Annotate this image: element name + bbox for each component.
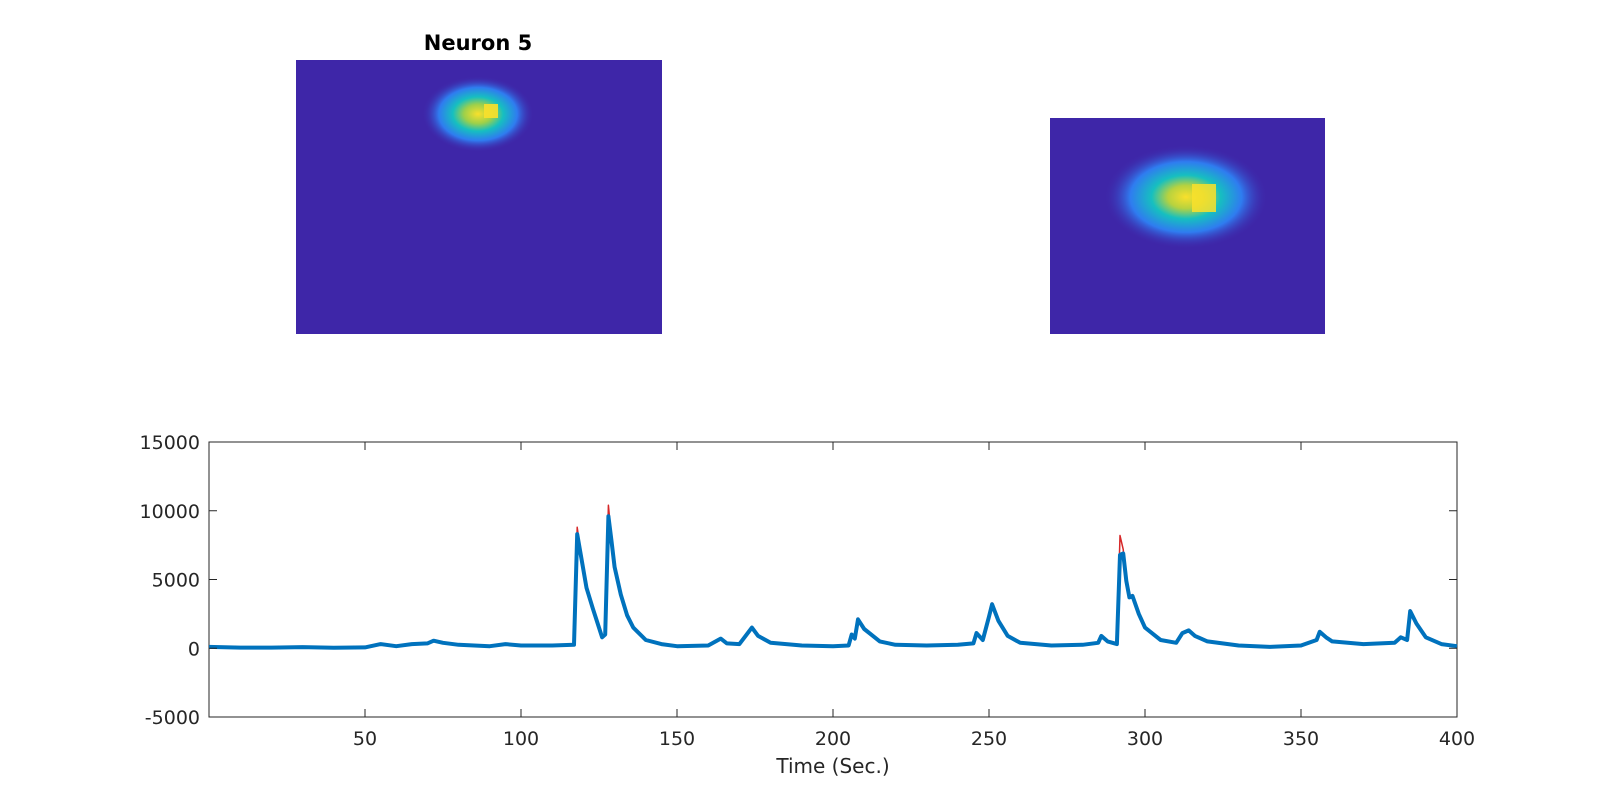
x-tick-label: 150: [659, 728, 695, 750]
x-tick-label: 350: [1283, 728, 1319, 750]
heatmap-1: Neuron 5: [296, 31, 662, 334]
heatmap-2-peak: [1192, 184, 1216, 212]
heatmap-1-title: Neuron 5: [424, 31, 532, 55]
x-axis-label: Time (Sec.): [775, 754, 889, 778]
heatmap-1-hotspot: [422, 76, 534, 152]
x-tick-label: 200: [815, 728, 851, 750]
plot-area: [208, 441, 1458, 718]
x-tick-label: 50: [353, 728, 377, 750]
heatmap-1-peak: [484, 104, 498, 118]
x-tick-label: 400: [1439, 728, 1475, 750]
x-tick-label: 250: [971, 728, 1007, 750]
y-tick-label: 15000: [140, 432, 200, 454]
heatmap-2: [1050, 118, 1325, 334]
y-tick-label: 0: [188, 638, 200, 660]
y-tick-label: 5000: [152, 570, 200, 592]
y-tick-label: 10000: [140, 501, 200, 523]
x-tick-label: 100: [503, 728, 539, 750]
x-tick-label: 300: [1127, 728, 1163, 750]
series-group: [208, 504, 1458, 650]
tick-group: 50 100 150 200 250 300 350 400 -5000 0 5000 10000 15…: [140, 432, 1476, 750]
heatmap-2-hotspot: [1104, 145, 1268, 249]
y-tick-label: -5000: [145, 707, 200, 729]
line-chart: 50 100 150 200 250 300 350 400 -5000 0 5000 10000 15…: [140, 432, 1476, 778]
series-line-1: [208, 514, 1458, 650]
